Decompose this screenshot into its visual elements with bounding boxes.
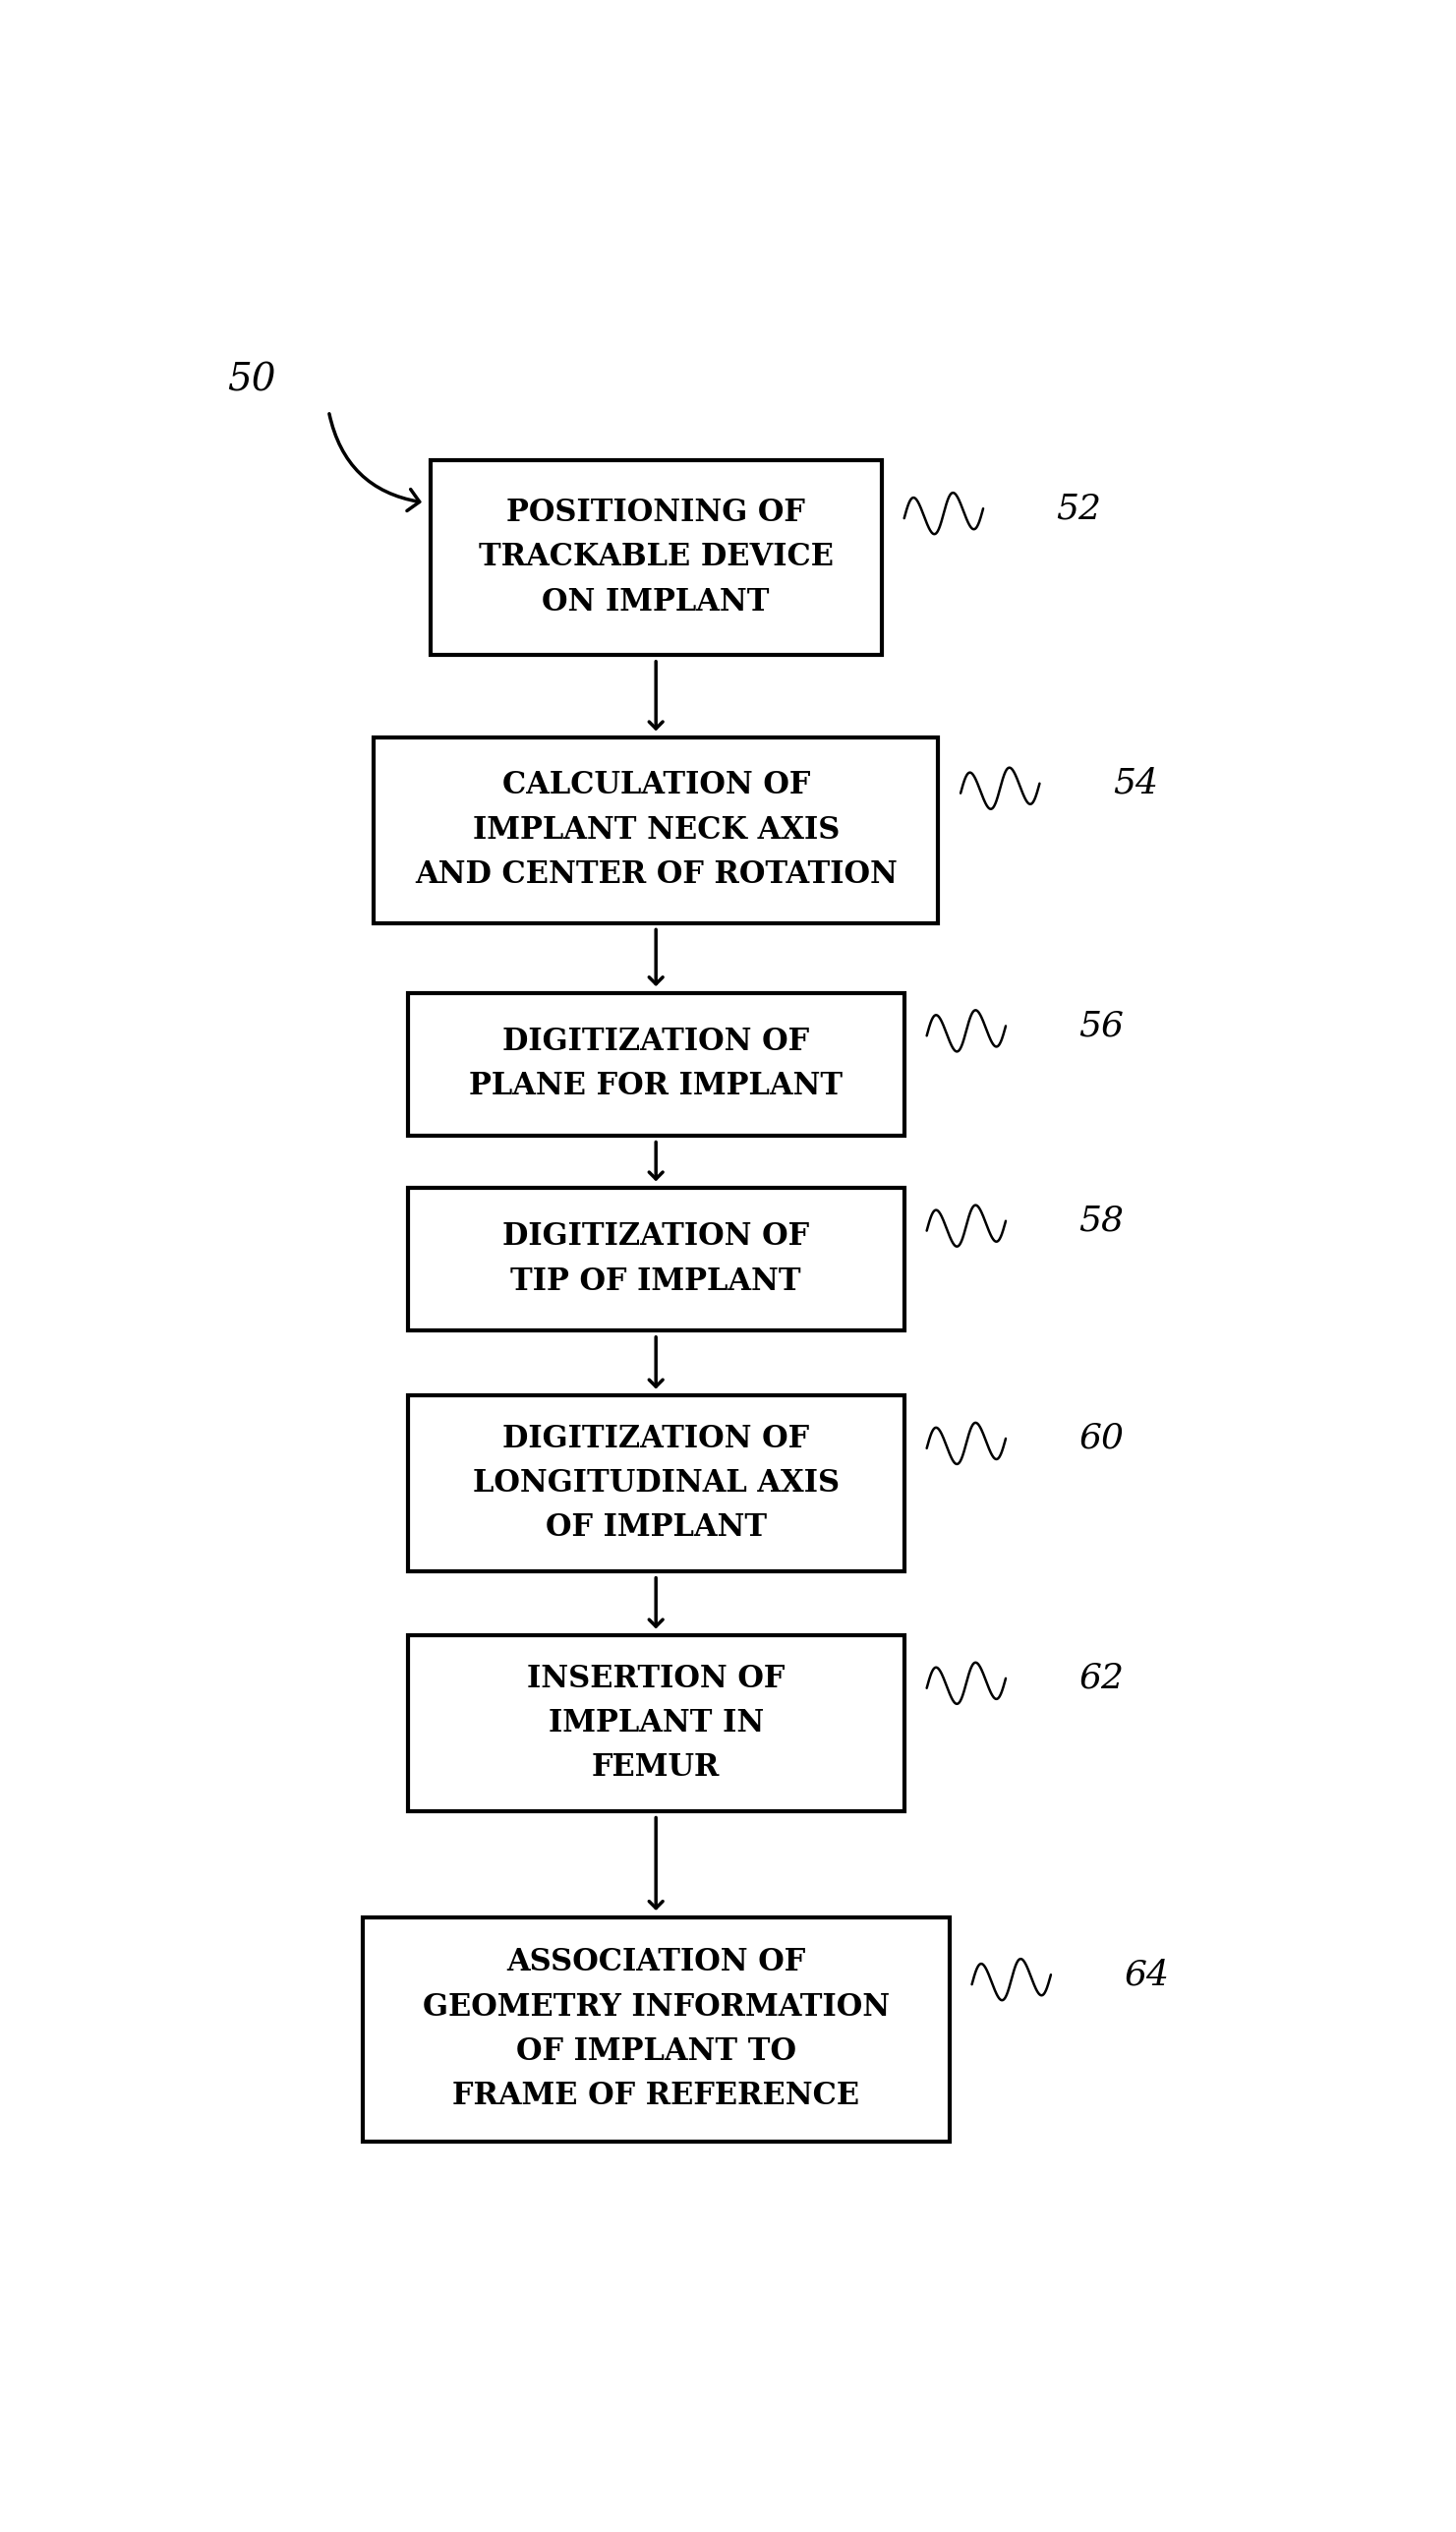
Text: 64: 64 — [1124, 1957, 1169, 1990]
Text: DIGITIZATION OF
PLANE FOR IMPLANT: DIGITIZATION OF PLANE FOR IMPLANT — [469, 1025, 843, 1101]
Text: INSERTION OF
IMPLANT IN
FEMUR: INSERTION OF IMPLANT IN FEMUR — [527, 1664, 785, 1783]
Bar — [408, 1636, 904, 1810]
Text: 58: 58 — [1079, 1205, 1124, 1238]
Text: ASSOCIATION OF
GEOMETRY INFORMATION
OF IMPLANT TO
FRAME OF REFERENCE: ASSOCIATION OF GEOMETRY INFORMATION OF I… — [422, 1947, 890, 2112]
Bar — [408, 993, 904, 1134]
Bar — [374, 737, 938, 922]
Text: CALCULATION OF
IMPLANT NECK AXIS
AND CENTER OF ROTATION: CALCULATION OF IMPLANT NECK AXIS AND CEN… — [415, 770, 897, 891]
Text: 62: 62 — [1079, 1661, 1124, 1694]
Text: 54: 54 — [1112, 767, 1158, 800]
Text: 50: 50 — [227, 362, 275, 398]
Bar — [408, 1188, 904, 1329]
Bar — [363, 1917, 949, 2142]
Text: 60: 60 — [1079, 1423, 1124, 1456]
Text: 52: 52 — [1057, 491, 1102, 524]
Text: 56: 56 — [1079, 1010, 1124, 1043]
FancyArrowPatch shape — [329, 413, 419, 511]
Text: POSITIONING OF
TRACKABLE DEVICE
ON IMPLANT: POSITIONING OF TRACKABLE DEVICE ON IMPLA… — [479, 496, 833, 618]
Text: DIGITIZATION OF
LONGITUDINAL AXIS
OF IMPLANT: DIGITIZATION OF LONGITUDINAL AXIS OF IMP… — [473, 1423, 839, 1545]
Bar — [431, 461, 882, 656]
Text: DIGITIZATION OF
TIP OF IMPLANT: DIGITIZATION OF TIP OF IMPLANT — [502, 1220, 810, 1296]
Bar — [408, 1395, 904, 1570]
